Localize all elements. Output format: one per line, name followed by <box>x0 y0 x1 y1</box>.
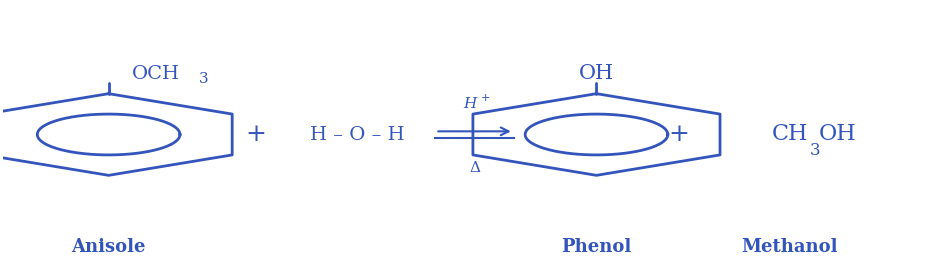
Text: +: + <box>669 123 690 146</box>
Text: +: + <box>245 123 267 146</box>
Text: +: + <box>481 93 490 103</box>
Text: OH: OH <box>579 64 614 83</box>
Text: H: H <box>463 97 477 111</box>
Text: 3: 3 <box>810 142 820 159</box>
Text: OH: OH <box>820 123 857 146</box>
Text: H – O – H: H – O – H <box>310 126 405 143</box>
Text: OCH: OCH <box>131 65 180 83</box>
Text: Phenol: Phenol <box>561 238 632 256</box>
Text: CH: CH <box>771 123 807 146</box>
Text: Anisole: Anisole <box>71 238 146 256</box>
Text: Δ: Δ <box>469 161 480 175</box>
Text: 3: 3 <box>199 72 208 86</box>
Text: Methanol: Methanol <box>742 238 838 256</box>
